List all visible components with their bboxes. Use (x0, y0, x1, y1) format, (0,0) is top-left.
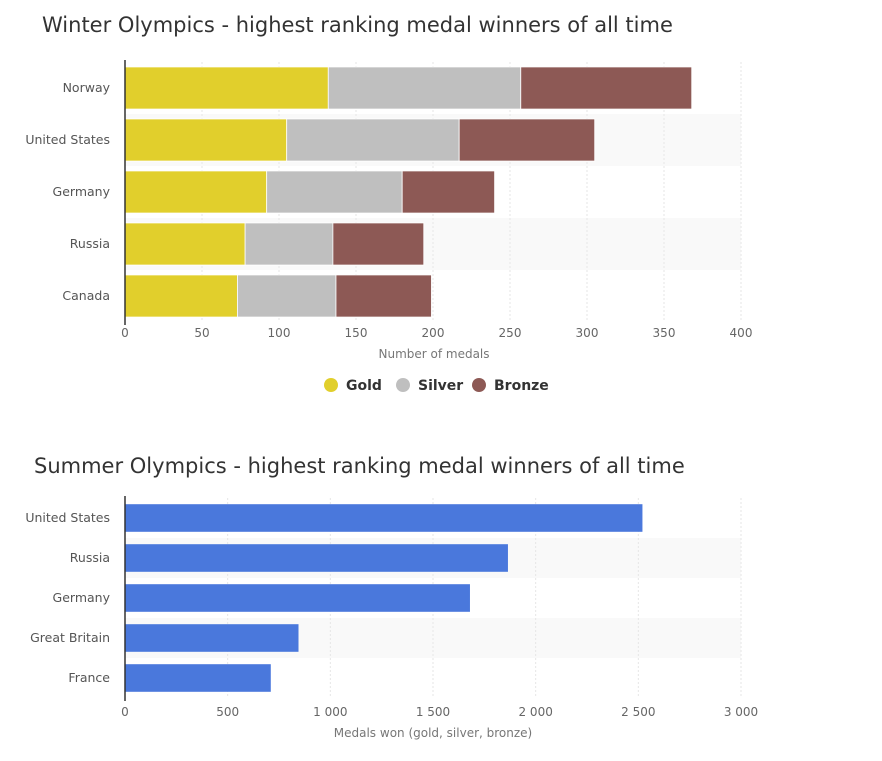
winter-chart-title: Winter Olympics - highest ranking medal … (42, 13, 673, 37)
s-tick-label-4: 2 000 (518, 705, 552, 719)
summer-tick-labels: 0 500 1 000 1 500 2 000 2 500 3 000 (121, 705, 758, 719)
s-tick-label-3: 1 500 (416, 705, 450, 719)
w-category-label-3: Russia (70, 236, 110, 251)
w-tick-label-8: 400 (730, 326, 753, 340)
w-tick-label-7: 350 (653, 326, 676, 340)
w-tick-label-6: 300 (576, 326, 599, 340)
winter-bars (124, 66, 693, 318)
legend-label-silver[interactable]: Silver (418, 378, 463, 394)
s-tick-label-5: 2 500 (621, 705, 655, 719)
s-category-label-3: Great Britain (30, 630, 110, 645)
w-bar-1-1 (286, 118, 460, 162)
s-bar-2-0 (125, 584, 470, 612)
s-category-label-2: Germany (53, 590, 111, 605)
s-tick-label-6: 3 000 (724, 705, 758, 719)
s-bar-4-0 (125, 664, 271, 692)
winter-legend: Gold Silver Bronze (324, 378, 549, 394)
legend-label-bronze[interactable]: Bronze (494, 378, 549, 394)
s-category-label-0: United States (25, 510, 110, 525)
w-tick-label-2: 100 (268, 326, 291, 340)
w-tick-label-5: 250 (499, 326, 522, 340)
w-bar-2-1 (266, 170, 403, 214)
w-bar-1-0 (124, 118, 288, 162)
s-bar-3-0 (125, 624, 299, 652)
s-bar-0-0 (125, 504, 643, 532)
s-tick-label-0: 0 (121, 705, 129, 719)
w-bar-2-0 (124, 170, 268, 214)
summer-chart-title: Summer Olympics - highest ranking medal … (34, 454, 685, 478)
w-tick-label-3: 150 (345, 326, 368, 340)
w-bar-3-2 (332, 222, 425, 266)
s-tick-label-1: 500 (216, 705, 239, 719)
s-tick-label-2: 1 000 (313, 705, 347, 719)
winter-chart: Winter Olympics - highest ranking medal … (25, 13, 752, 394)
w-bar-4-0 (124, 274, 238, 318)
w-bar-0-2 (520, 66, 693, 110)
w-tick-label-0: 0 (121, 326, 129, 340)
summer-chart: Summer Olympics - highest ranking medal … (25, 454, 758, 740)
w-category-label-1: United States (25, 132, 110, 147)
winter-x-axis-label: Number of medals (378, 347, 489, 361)
w-bar-3-1 (244, 222, 334, 266)
w-bar-3-0 (124, 222, 246, 266)
w-category-label-2: Germany (53, 184, 111, 199)
s-bar-1-0 (125, 544, 508, 572)
s-category-label-4: France (68, 670, 110, 685)
w-bar-2-2 (401, 170, 496, 214)
winter-tick-labels: 0 50 100 150 200 250 300 350 400 (121, 326, 752, 340)
summer-category-labels: United States Russia Germany Great Britain F… (25, 510, 110, 685)
w-bar-0-1 (327, 66, 522, 110)
legend-marker-gold (324, 378, 338, 392)
winter-category-labels: Norway United States Germany Russia Canada (25, 80, 110, 303)
legend-marker-silver (396, 378, 410, 392)
w-category-label-0: Norway (63, 80, 111, 95)
w-tick-label-1: 50 (194, 326, 209, 340)
w-category-label-4: Canada (62, 288, 110, 303)
s-category-label-1: Russia (70, 550, 110, 565)
legend-marker-bronze (472, 378, 486, 392)
w-bar-4-1 (237, 274, 337, 318)
summer-x-axis-label: Medals won (gold, silver, bronze) (334, 726, 532, 740)
w-tick-label-4: 200 (422, 326, 445, 340)
summer-bars (125, 504, 643, 692)
w-bar-0-0 (124, 66, 329, 110)
w-bar-1-2 (458, 118, 596, 162)
legend-label-gold[interactable]: Gold (346, 378, 382, 394)
w-bar-4-2 (335, 274, 432, 318)
